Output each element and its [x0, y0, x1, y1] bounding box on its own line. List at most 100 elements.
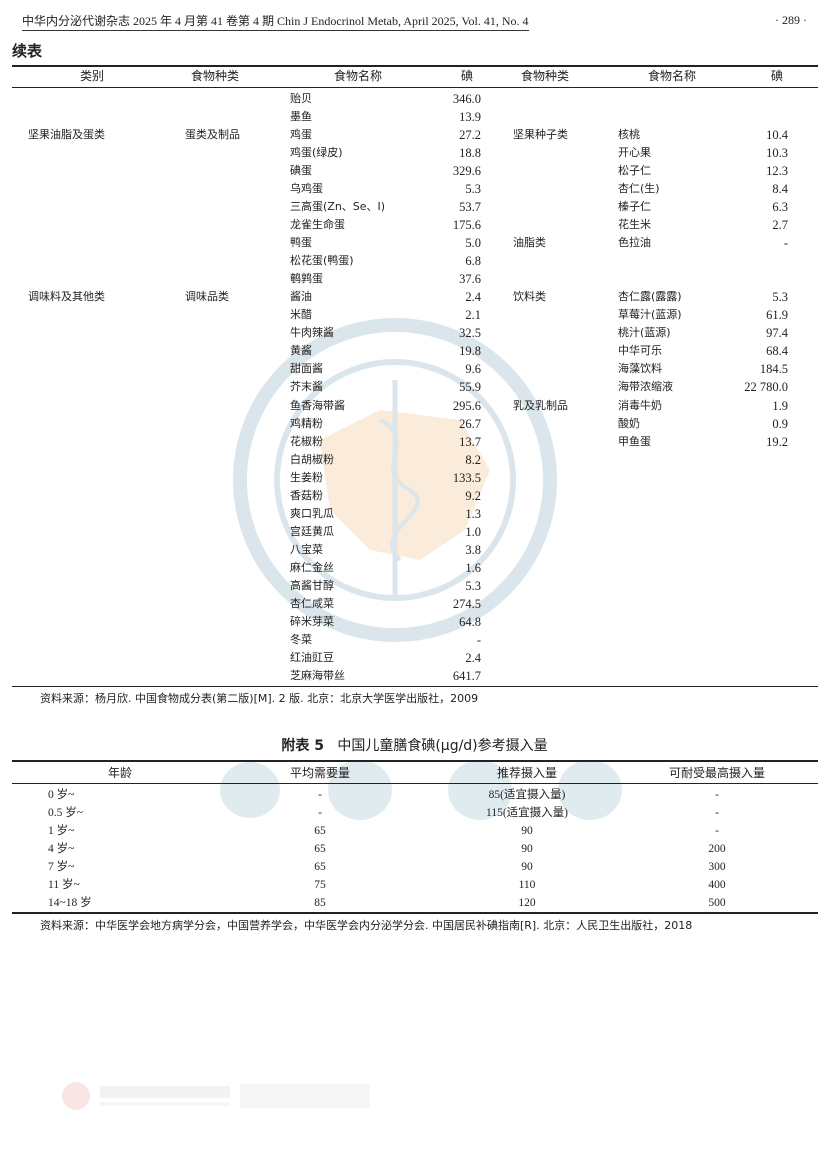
t1-header-category: 类别: [79, 69, 105, 83]
row-ul: 500: [708, 897, 726, 909]
row-age: 7 岁~: [48, 861, 75, 873]
row-rni: 85(适宜摄入量): [488, 789, 566, 801]
t2-header-age: 年龄: [107, 766, 133, 780]
row-category: 坚果油脂及蛋类: [28, 128, 105, 142]
table1-bottom-rule: [12, 686, 818, 687]
row-food-name: 龙雀生命蛋: [290, 218, 345, 232]
row-food-name-2: 开心果: [618, 146, 651, 160]
row-iodine-value: 27.2: [459, 128, 481, 143]
row-food-name-2: 杏仁露(露露): [618, 290, 682, 304]
row-iodine-value: 1.3: [465, 506, 481, 521]
row-iodine-value: 295.6: [452, 398, 481, 413]
row-food-name: 酱油: [290, 290, 312, 304]
row-iodine-value: 641.7: [452, 668, 481, 683]
row-food-name-2: 色拉油: [618, 236, 651, 250]
row-food-name: 米醋: [290, 308, 312, 322]
row-food-name: 鸡精粉: [290, 416, 323, 430]
row-iodine-value: 13.9: [459, 110, 481, 125]
row-iodine-value: -: [476, 632, 481, 647]
row-food-name: 碘蛋: [290, 164, 312, 178]
row-food-name: 高酱甘醇: [290, 578, 334, 592]
t1-header-food-name: 食物名称: [333, 69, 383, 83]
row-food-name-2: 草莓汁(蓝源): [618, 308, 682, 322]
row-food-name: 鸭蛋: [290, 236, 312, 250]
t2-header-ul: 可耐受最高摄入量: [668, 766, 766, 780]
row-iodine-value: 2.4: [465, 650, 481, 665]
row-rni: 110: [518, 879, 536, 891]
table2-number: 附表 5: [281, 738, 324, 754]
row-food-name-2: 海带浓缩液: [618, 380, 673, 394]
row-iodine-value: 274.5: [452, 596, 481, 611]
table2-header-rule: [12, 783, 818, 784]
row-food-type: 蛋类及制品: [185, 128, 240, 142]
row-age: 1 岁~: [48, 825, 75, 837]
publisher-logo-watermark: [62, 1082, 370, 1110]
row-iodine-value: 32.5: [459, 326, 481, 341]
t1-header-food-type-2: 食物种类: [520, 69, 570, 83]
row-food-name-2: 桃汁(蓝源): [618, 326, 671, 340]
row-iodine-value: 6.8: [465, 254, 481, 269]
running-head: 中华内分泌代谢杂志 2025 年 4 月第 41 卷第 4 期 Chin J E…: [22, 12, 529, 31]
row-iodine-value-2: 19.2: [766, 434, 788, 449]
row-food-name-2: 甲鱼蛋: [618, 434, 651, 448]
t2-header-ear: 平均需要量: [289, 766, 351, 780]
row-rni: 90: [521, 843, 533, 855]
row-food-name-2: 海藻饮料: [618, 362, 662, 376]
row-food-type-2: 油脂类: [513, 236, 546, 250]
row-food-name: 爽口乳瓜: [290, 506, 334, 520]
row-iodine-value: 53.7: [459, 200, 481, 215]
row-iodine-value: 329.6: [452, 164, 481, 179]
row-iodine-value: 13.7: [459, 434, 481, 449]
row-food-name: 冬菜: [290, 632, 312, 646]
t1-header-food-type: 食物种类: [190, 69, 240, 83]
row-food-name: 宫廷黄瓜: [290, 524, 334, 538]
table1-header-rule: [12, 87, 818, 88]
table1-top-rule: [12, 65, 818, 67]
row-age: 4 岁~: [48, 843, 75, 855]
row-age: 0 岁~: [48, 789, 75, 801]
row-food-name-2: 消毒牛奶: [618, 398, 662, 412]
row-food-name: 杏仁咸菜: [290, 596, 334, 610]
table2-source-note: 资料来源：中华医学会地方病学分会，中国营养学会，中华医学会内分泌学分会. 中国居…: [40, 919, 693, 932]
row-iodine-value: 9.2: [465, 488, 481, 503]
row-iodine-value-2: 2.7: [772, 218, 788, 233]
row-ear: -: [318, 807, 322, 819]
row-food-name: 鹌鹑蛋: [290, 272, 323, 286]
row-food-name-2: 榛子仁: [618, 200, 651, 214]
row-food-name: 鱼香海带酱: [290, 398, 345, 412]
row-food-name-2: 核桃: [618, 128, 640, 142]
row-age: 11 岁~: [48, 879, 80, 891]
row-ear: -: [318, 789, 322, 801]
row-iodine-value: 64.8: [459, 614, 481, 629]
row-iodine-value: 3.8: [465, 542, 481, 557]
row-ul: -: [715, 807, 719, 819]
row-iodine-value-2: 184.5: [759, 362, 788, 377]
row-food-name-2: 杏仁(生): [618, 182, 660, 196]
row-iodine-value: 133.5: [452, 470, 481, 485]
row-food-name: 墨鱼: [290, 110, 312, 124]
row-iodine-value: 5.3: [465, 182, 481, 197]
t2-header-rni: 推荐摄入量: [496, 766, 558, 780]
t1-header-iodine: 碘: [460, 69, 474, 83]
association-seal-watermark: [233, 318, 557, 642]
row-iodine-value-2: -: [783, 236, 788, 251]
row-food-type-2: 坚果种子类: [513, 128, 568, 142]
row-iodine-value: 5.0: [465, 236, 481, 251]
row-iodine-value-2: 12.3: [766, 164, 788, 179]
t1-header-food-name-2: 食物名称: [647, 69, 697, 83]
row-iodine-value: 19.8: [459, 344, 481, 359]
row-iodine-value: 1.0: [465, 524, 481, 539]
row-ear: 65: [314, 825, 326, 837]
row-iodine-value: 2.4: [465, 290, 481, 305]
row-ul: 200: [708, 843, 726, 855]
row-ear: 65: [314, 843, 326, 855]
row-food-name: 碎米芽菜: [290, 614, 334, 628]
row-food-name-2: 酸奶: [618, 416, 640, 430]
row-food-name: 香菇粉: [290, 488, 323, 502]
row-food-name-2: 花生米: [618, 218, 651, 232]
serpent-icon: [379, 418, 420, 562]
row-food-name: 白胡椒粉: [290, 452, 334, 466]
row-ear: 85: [314, 897, 326, 909]
row-iodine-value-2: 61.9: [766, 308, 788, 323]
